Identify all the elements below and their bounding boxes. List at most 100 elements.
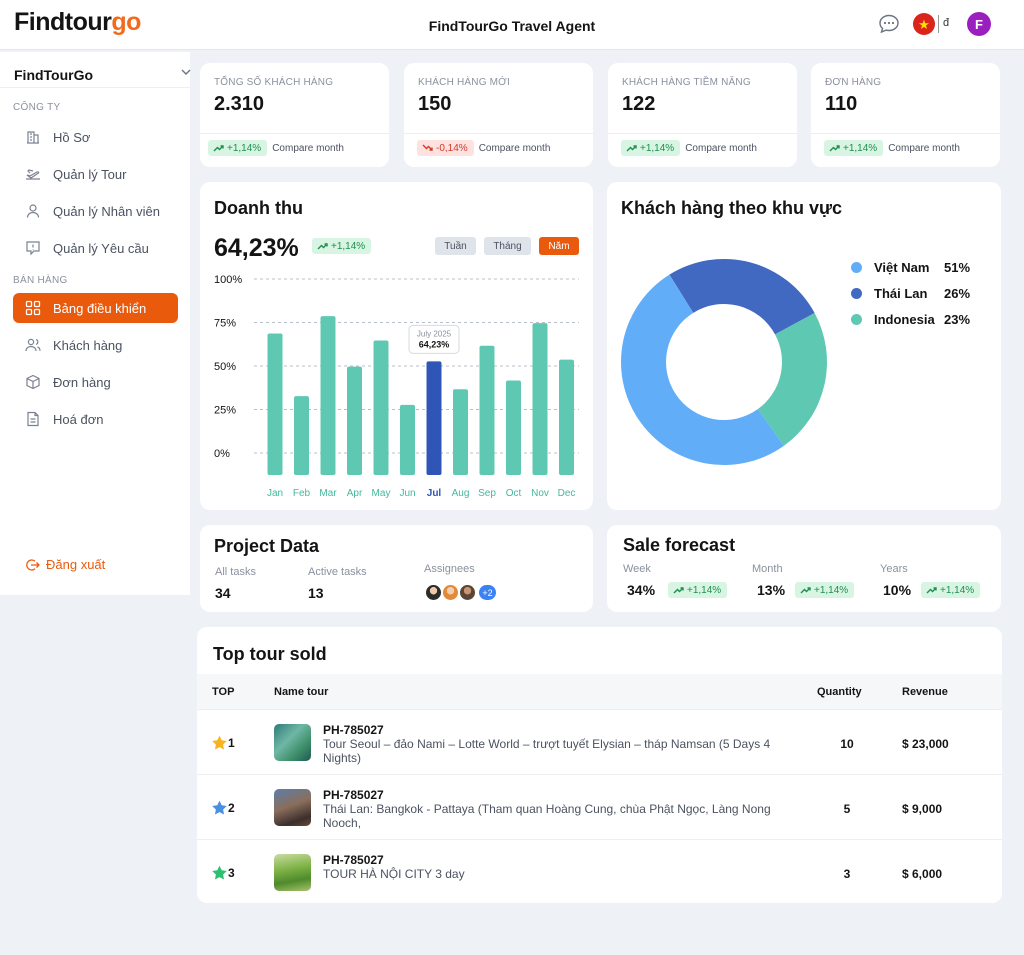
column-header-revenue: Revenue bbox=[902, 686, 948, 698]
bar-jul[interactable] bbox=[426, 361, 442, 475]
tour-code[interactable]: PH-785027 bbox=[323, 788, 384, 802]
sidebar-item-label: Khách hàng bbox=[53, 337, 123, 353]
trend-badge: +1,14% bbox=[208, 140, 268, 156]
dashboard-icon bbox=[25, 300, 41, 316]
period-week-button[interactable]: Tuần bbox=[435, 237, 476, 255]
star-icon bbox=[212, 865, 227, 880]
chat-icon[interactable] bbox=[878, 14, 900, 34]
top-tour-title: Top tour sold bbox=[213, 644, 327, 664]
bar-mar[interactable] bbox=[320, 316, 336, 475]
quantity-cell: 5 bbox=[843, 802, 851, 816]
logo-accent-text: go bbox=[111, 8, 141, 36]
x-tick-label: Oct bbox=[506, 488, 522, 499]
tour-code[interactable]: PH-785027 bbox=[323, 853, 384, 867]
bar-apr[interactable] bbox=[347, 366, 362, 475]
logout-icon bbox=[26, 558, 40, 571]
table-row[interactable]: 2 PH-785027 Thái Lan: Bangkok - Pattaya … bbox=[197, 774, 1002, 839]
trend-up-icon bbox=[213, 145, 224, 152]
page-title: FindTourGo Travel Agent bbox=[428, 18, 596, 34]
sidebar-item-invoices[interactable]: Hoá đơn bbox=[13, 404, 178, 434]
bar-nov[interactable] bbox=[532, 323, 548, 475]
x-tick-label: Sep bbox=[478, 488, 496, 499]
sidebar-item-dashboard[interactable]: Bảng điều khiển bbox=[13, 293, 178, 323]
stat-label: ĐƠN HÀNG bbox=[825, 77, 882, 88]
revenue-cell: $ 9,000 bbox=[902, 802, 943, 816]
trend-badge: +1,14% bbox=[621, 140, 681, 156]
compare-text: Compare month bbox=[685, 142, 757, 154]
quantity-cell: 10 bbox=[840, 737, 854, 751]
stat-value: 110 bbox=[825, 93, 858, 115]
bar-may[interactable] bbox=[373, 340, 389, 476]
compare-text: Compare month bbox=[478, 142, 551, 154]
table-row[interactable]: 1 PH-785027 Tour Seoul – đảo Nami – Lott… bbox=[197, 709, 1002, 774]
tour-thumbnail[interactable] bbox=[274, 789, 311, 826]
compare-text: Compare month bbox=[888, 142, 960, 154]
x-tick-label: Jul bbox=[427, 488, 442, 499]
invoice-icon bbox=[25, 411, 41, 427]
stat-value: 122 bbox=[622, 93, 656, 115]
more-assignees-badge[interactable]: +2 bbox=[477, 583, 498, 602]
sidebar-item-tours[interactable]: Quản lý Tour bbox=[13, 159, 178, 189]
column-header-quantity: Quantity bbox=[817, 686, 862, 698]
vietnam-flag-icon[interactable]: ★ bbox=[913, 13, 935, 35]
x-tick-label: Mar bbox=[319, 488, 337, 499]
revenue-cell: $ 23,000 bbox=[902, 737, 949, 751]
star-icon bbox=[212, 800, 227, 815]
logo-text: Findtour bbox=[14, 8, 112, 36]
revenue-trend-badge: +1,14% bbox=[312, 238, 372, 254]
sidebar-item-customers[interactable]: Khách hàng bbox=[13, 330, 178, 360]
stat-label: TỔNG SỐ KHÁCH HÀNG bbox=[214, 77, 334, 88]
donut-slice-thái-lan[interactable] bbox=[669, 259, 815, 335]
active-tasks-value: 13 bbox=[308, 585, 324, 601]
y-tick-label: 100% bbox=[214, 274, 242, 286]
tour-name: TOUR HÀ NỘI CITY 3 day bbox=[323, 867, 465, 881]
org-switcher[interactable]: FindTourGo bbox=[0, 52, 191, 88]
sidebar-item-label: Hoá đơn bbox=[53, 411, 104, 427]
bar-jan[interactable] bbox=[267, 333, 283, 475]
tour-thumbnail[interactable] bbox=[274, 724, 311, 761]
forecast-month-value: 13% bbox=[757, 582, 786, 598]
bar-feb[interactable] bbox=[294, 396, 309, 475]
building-icon bbox=[25, 129, 41, 145]
region-donut-chart bbox=[621, 259, 827, 465]
rank-cell: 1 bbox=[211, 735, 235, 751]
sidebar-item-requests[interactable]: Quản lý Yêu cầu bbox=[13, 233, 178, 263]
chevron-down-icon bbox=[181, 69, 191, 75]
tour-name: Thái Lan: Bangkok - Pattaya (Tham quan H… bbox=[323, 802, 771, 830]
logout-button[interactable]: Đăng xuất bbox=[26, 557, 105, 572]
user-icon bbox=[25, 203, 41, 219]
bar-oct[interactable] bbox=[506, 380, 521, 475]
findtourgo-logo[interactable]: Findtourgo bbox=[14, 8, 141, 37]
tour-code[interactable]: PH-785027 bbox=[323, 723, 384, 737]
bar-dec[interactable] bbox=[559, 359, 574, 475]
tour-thumbnail[interactable] bbox=[274, 854, 311, 891]
sidebar-item-label: Quản lý Yêu cầu bbox=[53, 240, 149, 256]
table-row[interactable]: 3 PH-785027 TOUR HÀ NỘI CITY 3 day 3 $ 6… bbox=[197, 839, 1002, 903]
legend-item: Thái Lan 26% bbox=[851, 286, 970, 301]
box-icon bbox=[25, 374, 41, 390]
region-title: Khách hàng theo khu vực bbox=[621, 198, 843, 218]
legend-item: Indonesia 23% bbox=[851, 312, 970, 327]
user-avatar[interactable]: F bbox=[967, 12, 991, 36]
sidebar-item-profile[interactable]: Hồ Sơ bbox=[13, 122, 178, 152]
lang-divider bbox=[938, 15, 939, 33]
donut-slice-việt-nam[interactable] bbox=[621, 274, 784, 465]
bar-aug[interactable] bbox=[453, 389, 468, 475]
period-month-button[interactable]: Tháng bbox=[484, 237, 531, 255]
period-year-button[interactable]: Năm bbox=[539, 237, 579, 255]
sidebar-item-label: Quản lý Tour bbox=[53, 166, 127, 182]
assignee-avatar[interactable] bbox=[458, 583, 477, 602]
sidebar-item-staff[interactable]: Quản lý Nhân viên bbox=[13, 196, 178, 226]
sidebar-item-orders[interactable]: Đơn hàng bbox=[13, 367, 178, 397]
x-tick-label: Jan bbox=[267, 488, 283, 499]
y-tick-label: 75% bbox=[214, 318, 236, 330]
stat-card-new-customers: KHÁCH HÀNG MỚI 150 -0,14% Compare month bbox=[404, 63, 593, 167]
forecast-week-value: 34% bbox=[627, 582, 656, 598]
bar-jun[interactable] bbox=[400, 404, 415, 475]
revenue-card: Doanh thu 64,23% +1,14% Tuần Tháng Năm 1… bbox=[200, 182, 593, 510]
bar-sep[interactable] bbox=[479, 345, 495, 475]
sidebar-item-label: Hồ Sơ bbox=[53, 129, 91, 145]
tooltip-label: July 2025 bbox=[417, 329, 452, 338]
language-code[interactable]: đ bbox=[943, 17, 950, 29]
donut-slice-indonesia[interactable] bbox=[757, 313, 827, 446]
